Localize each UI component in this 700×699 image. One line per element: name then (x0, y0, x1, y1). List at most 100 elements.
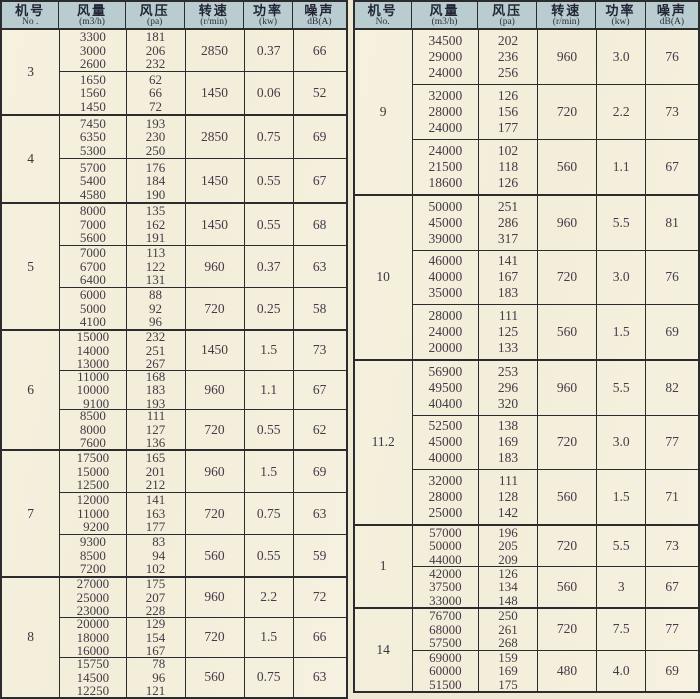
spec-row: 17500 15000 12500 165 201 212 960 1.5 69 (60, 451, 345, 493)
value-line: 45000 (428, 434, 463, 450)
speed-cell: 1450 (186, 331, 245, 370)
noise-value: 67 (665, 159, 679, 174)
column-unit: (pa) (147, 16, 163, 27)
noise-cell: 67 (294, 371, 346, 410)
pressure-cell: 159 169 175 (479, 650, 539, 691)
value-line: 21500 (428, 159, 463, 174)
value-line: 8500 (79, 547, 106, 563)
pressure-cell: 141 163 177 (127, 493, 186, 535)
value-lines: 7000 6700 6400 (80, 246, 106, 287)
speed-value: 560 (204, 547, 225, 563)
value-lines: 126 134 148 (498, 567, 518, 607)
value-lines: 42000 37500 33000 (429, 567, 462, 607)
value-line: 45000 (428, 214, 463, 230)
pressure-cell: 251 286 317 (479, 195, 539, 250)
pressure-cell: 253 296 320 (479, 360, 539, 415)
power-cell: 1.5 (245, 617, 294, 657)
value-line: 163 (145, 505, 166, 521)
speed-value: 1450 (201, 342, 229, 358)
value-lines: 102 118 126 (498, 143, 518, 191)
spec-row: 27000 25000 23000 175 207 228 960 2.2 72 (60, 577, 345, 617)
value-line: 6700 (79, 258, 106, 274)
value-line: 135 (145, 204, 166, 219)
value-line: 57000 (429, 525, 462, 540)
pressure-cell: 78 96 121 (127, 657, 186, 697)
speed-value: 960 (204, 589, 225, 605)
noise-value: 77 (665, 434, 679, 450)
value-line: 69000 (429, 650, 462, 665)
flow-cell: 1650 1560 1450 (60, 72, 127, 114)
value-line: 138 (497, 418, 519, 434)
value-line: 68000 (429, 621, 462, 637)
value-line: 206 (145, 42, 166, 58)
value-line: 24000 (428, 143, 463, 158)
value-line: 4580 (79, 186, 106, 202)
power-value: 1.1 (612, 159, 630, 174)
power-cell: 2.2 (245, 577, 294, 617)
value-lines: 8000 7000 5600 (80, 204, 106, 245)
value-lines: 176 184 190 (146, 161, 166, 202)
value-line: 66 (149, 85, 162, 101)
value-line: 228 (145, 603, 166, 617)
column-unit: No. (375, 16, 390, 27)
value-line: 56900 (428, 363, 463, 379)
value-line: 5600 (79, 230, 106, 246)
value-line: 184 (145, 173, 166, 189)
value-line: 2600 (79, 56, 106, 72)
value-lines: 56900 49500 40400 (429, 364, 463, 412)
flow-cell: 32000 28000 25000 (413, 470, 479, 524)
value-line: 94 (152, 547, 166, 563)
value-lines: 78 96 121 (146, 658, 166, 697)
value-line: 11000 (77, 505, 110, 521)
noise-cell: 82 (646, 361, 698, 415)
value-line: 9100 (83, 395, 110, 410)
power-cell: 1.5 (245, 331, 294, 370)
noise-cell: 69 (294, 116, 346, 159)
power-value: 7.5 (612, 621, 630, 637)
value-line: 128 (497, 489, 519, 505)
value-line: 9300 (79, 535, 106, 550)
speed-value: 480 (556, 662, 578, 678)
power-cell: 3.0 (597, 250, 647, 305)
column-unit: (r/min) (552, 16, 580, 27)
value-line: 126 (498, 567, 518, 581)
noise-value: 58 (312, 300, 327, 316)
value-line: 7000 (79, 246, 106, 261)
flow-cell: 46000 40000 35000 (413, 250, 479, 305)
value-lines: 52500 45000 40000 (429, 418, 463, 466)
speed-cell: 1450 (186, 159, 245, 203)
pressure-cell: 83 94 102 (127, 535, 186, 576)
power-value: 1.5 (260, 629, 278, 645)
column-header-1: 风量 (m3/h) (59, 2, 126, 28)
noise-cell: 58 (294, 288, 346, 329)
column-unit: (r/min) (200, 16, 228, 27)
value-line: 8000 (79, 421, 106, 437)
value-line: 39000 (428, 230, 463, 246)
value-line: 127 (145, 421, 166, 437)
noise-value: 72 (312, 589, 327, 605)
power-value: 2.2 (612, 104, 630, 119)
value-line: 46000 (428, 253, 463, 269)
noise-value: 69 (665, 662, 679, 678)
spec-row: 7450 6350 5300 193 230 250 2850 0.75 69 (60, 115, 346, 159)
value-line: 111 (498, 473, 519, 489)
fan-no-cell: 14 (376, 641, 390, 657)
value-line: 52500 (428, 418, 463, 434)
value-lines: 193 230 250 (146, 117, 166, 158)
noise-value: 63 (312, 505, 327, 521)
column-header-2: 风压 (pa) (126, 2, 185, 28)
power-cell: 3 (597, 567, 647, 608)
column-title: 噪声 (656, 2, 687, 18)
value-lines: 15750 14500 12250 (77, 658, 110, 697)
power-cell: 0.37 (245, 30, 294, 72)
noise-value: 67 (312, 172, 327, 188)
value-line: 183 (497, 285, 519, 301)
value-line: 28000 (428, 104, 463, 119)
speed-cell: 560 (538, 305, 598, 359)
noise-cell: 62 (294, 410, 346, 449)
noise-value: 82 (665, 379, 679, 395)
speed-cell: 960 (186, 577, 245, 617)
value-line: 250 (145, 142, 166, 158)
table-body: 3 3300 3000 2600 181 206 232 2850 0.37 66 1650 1560… (2, 30, 346, 697)
speed-value: 560 (204, 669, 225, 685)
